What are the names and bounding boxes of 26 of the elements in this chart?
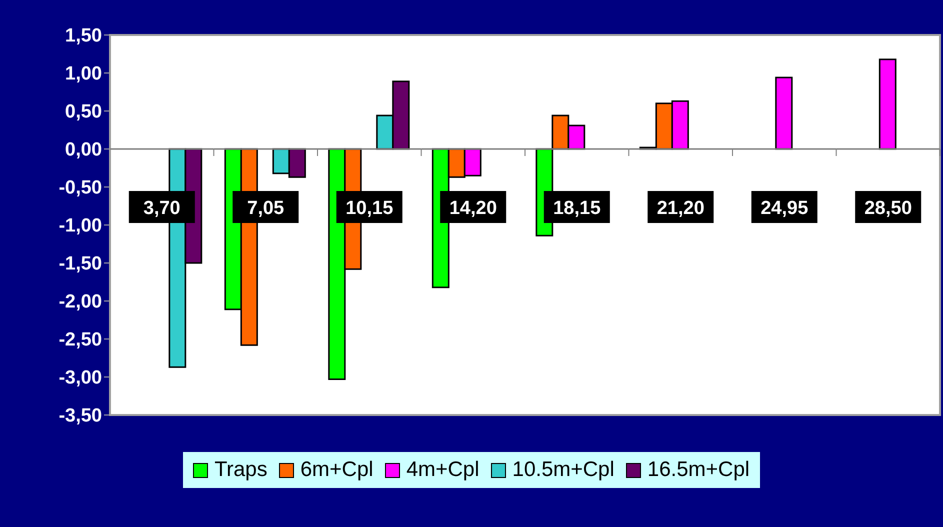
x-tick-label: 10,15 [346, 198, 394, 219]
y-tick-label: 0,00 [65, 140, 102, 161]
bar [878, 58, 896, 150]
x-tick-label: 3,70 [143, 198, 180, 219]
x-tick-label: 28,50 [864, 198, 912, 219]
y-tick-label: 1,00 [65, 64, 102, 85]
legend-label: 10.5m+Cpl [512, 458, 614, 482]
legend-label: Traps [214, 458, 268, 482]
y-tick-label: -3,50 [58, 406, 102, 427]
y-tick-label: -1,50 [58, 254, 102, 275]
x-tick-label: 7,05 [247, 198, 285, 219]
legend-label: 4m+Cpl [406, 458, 480, 482]
y-tick-label: -2,50 [58, 330, 102, 351]
y-tick-label: 0,50 [65, 102, 102, 123]
y-tick-label: -2,00 [58, 292, 102, 313]
y-tick-label: 1,50 [65, 26, 102, 47]
y-tick-label: -3,00 [58, 368, 102, 389]
x-tick-label: 18,15 [553, 198, 602, 219]
y-tick-label: -1,00 [58, 216, 102, 237]
bar [775, 76, 793, 150]
x-tick-label: 14,20 [449, 198, 497, 219]
x-tick-label: 21,20 [656, 198, 704, 219]
x-tick-label: 24,95 [760, 198, 809, 219]
y-tick-label: -0,50 [58, 178, 102, 199]
legend-label: 6m+Cpl [300, 458, 374, 482]
legend-label: 16.5m+Cpl [647, 458, 750, 482]
